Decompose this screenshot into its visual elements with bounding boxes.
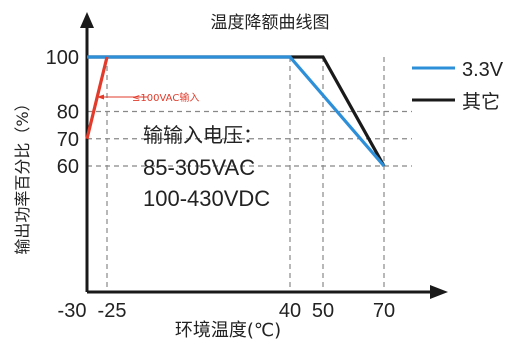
y-tick-label: 80 bbox=[57, 102, 79, 124]
y-tick-label: 60 bbox=[57, 156, 79, 178]
x-tick-label: 50 bbox=[312, 300, 334, 322]
y-axis-label: 输出功率百分比（%） bbox=[13, 95, 32, 254]
x-tick-label: 70 bbox=[373, 300, 395, 322]
spec-line-2: 85-305VAC bbox=[143, 155, 255, 180]
input-note-text: ≤100VAC输入 bbox=[132, 91, 199, 104]
x-tick-label: 40 bbox=[279, 300, 301, 322]
legend-item-other: 其它 bbox=[412, 91, 500, 113]
x-tick-label: -25 bbox=[98, 300, 127, 322]
spec-line-3: 100-430VDC bbox=[143, 186, 270, 211]
chart-title: 温度降额曲线图 bbox=[211, 13, 330, 33]
axes bbox=[80, 12, 448, 299]
spec-block: 输输入电压： 85-305VAC 100-430VDC bbox=[143, 123, 270, 211]
x-axis-label: 环境温度(℃) bbox=[175, 320, 281, 341]
y-axis-arrow bbox=[80, 12, 94, 28]
legend: 3.3V 其它 bbox=[412, 59, 504, 113]
input-note-annotation: ≤100VAC输入 bbox=[97, 91, 199, 104]
legend-label-other: 其它 bbox=[462, 91, 500, 113]
x-axis-arrow bbox=[430, 285, 448, 299]
legend-item-3v3: 3.3V bbox=[412, 59, 504, 81]
y-tick-label: 100 bbox=[46, 47, 79, 69]
legend-label-3v3: 3.3V bbox=[462, 59, 504, 81]
spec-line-1: 输输入电压： bbox=[143, 123, 263, 147]
x-tick-label: -30 bbox=[58, 300, 87, 322]
y-tick-label: 70 bbox=[57, 129, 79, 151]
